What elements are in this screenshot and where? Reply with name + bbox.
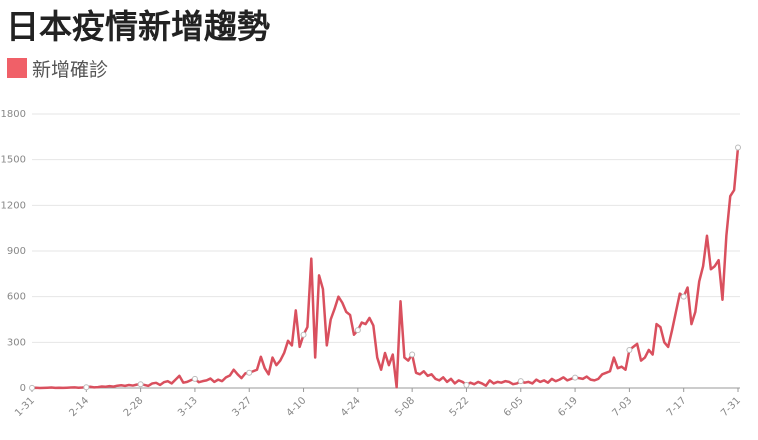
data-point	[463, 381, 470, 388]
x-tick-label: 1-31	[13, 395, 37, 419]
y-tick-label: 1800	[1, 109, 26, 120]
data-point	[735, 144, 741, 151]
x-tick-label: 7-31	[719, 395, 743, 419]
x-tick-label: 5-08	[393, 395, 417, 419]
y-tick-label: 1500	[1, 155, 26, 166]
x-tick-label: 7-03	[611, 395, 635, 419]
data-point	[83, 384, 90, 391]
y-tick-label: 300	[7, 337, 26, 348]
y-tick-label: 0	[20, 383, 26, 394]
data-point	[517, 378, 524, 385]
data-point	[572, 374, 579, 381]
x-tick-label: 6-19	[556, 395, 580, 419]
y-tick-label: 1200	[1, 200, 26, 211]
y-tick-label: 900	[7, 246, 26, 257]
x-tick-label: 3-13	[176, 395, 200, 419]
x-tick-label: 7-17	[665, 395, 689, 419]
y-tick-label: 600	[7, 292, 26, 303]
data-point	[29, 384, 35, 391]
x-tick-label: 4-10	[285, 395, 309, 419]
legend-swatch	[7, 58, 27, 78]
data-point	[300, 331, 307, 338]
x-tick-label: 2-28	[122, 395, 146, 419]
chart-title: 日本疫情新增趨勢	[6, 7, 270, 46]
data-point	[191, 375, 198, 382]
data-point	[137, 381, 144, 388]
x-tick-label: 6-05	[502, 395, 526, 419]
data-point	[246, 369, 253, 376]
x-tick-label: 3-27	[230, 395, 254, 419]
data-point	[626, 346, 633, 353]
data-point	[409, 351, 416, 358]
x-tick-label: 4-24	[339, 395, 363, 419]
data-point	[354, 327, 361, 334]
x-tick-label: 5-22	[448, 395, 472, 419]
data-point	[680, 293, 687, 300]
data-line	[31, 147, 740, 390]
x-tick-label: 2-14	[67, 395, 91, 419]
legend-label: 新增確診	[32, 59, 108, 81]
